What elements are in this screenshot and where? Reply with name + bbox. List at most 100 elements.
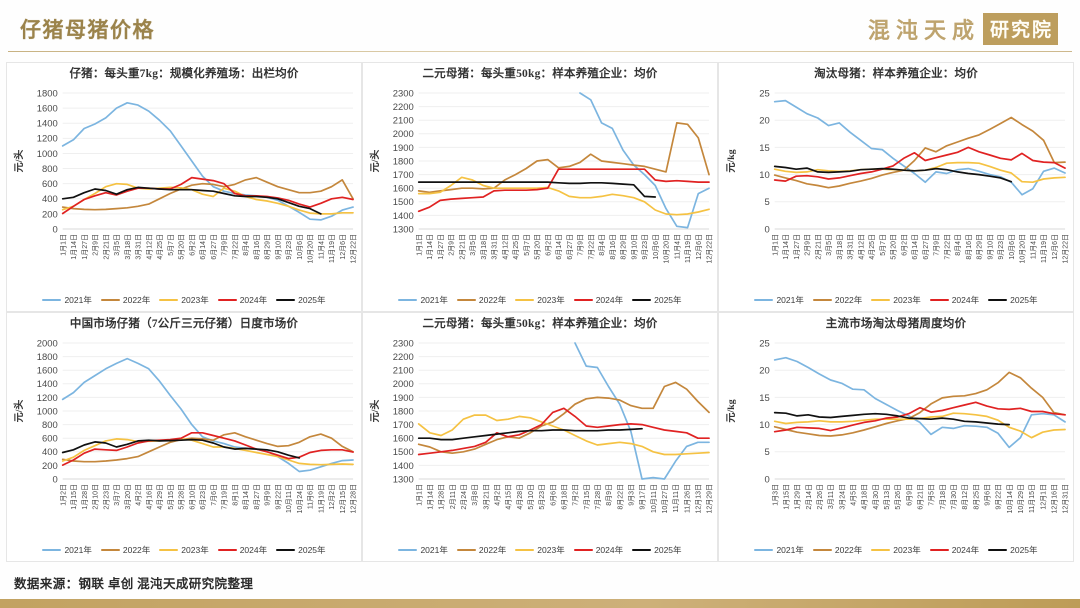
logo-char-1: 混 [867,18,892,43]
legend-item-2025年[interactable]: 2025年 [988,294,1038,306]
logo-char-4: 成 [951,18,976,43]
legend-item-2024年[interactable]: 2024年 [217,294,267,306]
y-tick-label: 400 [42,194,58,205]
x-tick-label: 3月5日 [113,234,121,256]
legend-label: 2025年 [654,295,682,305]
legend-item-2022年[interactable]: 2022年 [456,294,506,306]
y-tick-label: 1200 [37,134,58,145]
legend-item-2021年[interactable]: 2021年 [42,544,92,556]
legend-item-2023年[interactable]: 2023年 [871,544,921,556]
x-tick-label: 11月19日 [328,234,336,263]
plot-area-binary-sow-50kg-sample-avg: 1300 1400 1500 1600 1700 1800 1900 2000 2100 2200… [368,88,714,263]
legend-item-2024年[interactable]: 2024年 [929,294,979,306]
legend-item-2022年[interactable]: 2022年 [100,294,150,306]
y-tick-label: 20 [759,366,770,377]
x-tick-label: 9月23日 [285,234,293,260]
x-tick-label: 3月7日 [113,484,121,506]
y-tick-label: 1400 [393,211,414,222]
legend-label: 2021年 [420,295,448,305]
x-tick-label: 2月23日 [102,484,110,510]
series-line-2021年 [61,357,354,473]
legend-item-2024年[interactable]: 2024年 [573,294,623,306]
legend-item-2024年[interactable]: 2024年 [217,544,267,556]
x-tick-label: 7月5日 [928,484,936,506]
series-line-2021年 [773,356,1066,449]
y-tick-label: 5 [764,197,769,208]
legend-color-swatch [812,548,832,552]
x-tick-label: 12月6日 [695,234,703,260]
legend-label: 2021年 [776,295,804,305]
legend-item-2023年[interactable]: 2023年 [159,544,209,556]
x-tick-label: 12月2日 [328,484,336,510]
page-header: 仔猪母猪价格 混 沌 天 成 研究院 [0,0,1080,58]
legend-item-2023年[interactable]: 2023年 [515,294,565,306]
y-tick-label: 2200 [393,102,414,113]
legend-item-2025年[interactable]: 2025年 [276,294,326,306]
x-tick-label: 4月12日 [501,234,509,260]
legend-item-2022年[interactable]: 2022年 [812,544,862,556]
brand-logo: 混 沌 天 成 研究院 [868,13,1066,45]
legend-item-2021年[interactable]: 2021年 [754,294,804,306]
x-tick-label: 6月10日 [188,484,196,510]
y-tick-label: 1200 [37,393,58,404]
legend-item-2025年[interactable]: 2025年 [988,544,1038,556]
legend-color-swatch [100,298,120,302]
x-tick-label: 12月22日 [350,234,358,264]
legend-color-swatch [871,548,891,552]
chart-legend: 2021年 2022年 2023年 2024年 2025年 [365,542,715,558]
legend-color-swatch [217,298,237,302]
legend-item-2025年[interactable]: 2025年 [632,294,682,306]
legend-label: 2023年 [893,545,921,555]
x-tick-label: 4月2日 [135,484,143,506]
legend-item-2023年[interactable]: 2023年 [159,294,209,306]
y-tick-label: 1000 [37,149,58,160]
y-tick-label: 25 [759,338,770,349]
x-tick-label: 7月22日 [943,234,951,260]
y-tick-label: 15 [759,143,770,154]
series-line-2025年 [417,181,657,198]
y-tick-label: 5 [764,447,769,458]
x-tick-label: 1月27日 [437,234,445,260]
x-tick-label: 8月16日 [609,234,617,260]
x-tick-label: 6月14日 [555,234,563,260]
legend-item-2023年[interactable]: 2023年 [515,544,565,556]
plot-area-piglet-7kg-scale-farm: 0 200 400 600 800 1000 1200 1400 1600 1800 元/头 1月1日… [12,88,358,264]
legend-item-2023年[interactable]: 2023年 [871,294,921,306]
legend-color-swatch [398,298,418,302]
chart-panel-binary-sow-50kg-sample-avg-2: 二元母猪：每头重50kg：样本养殖企业：均价 1300 1400 1500 1600 17… [362,312,718,562]
x-tick-label: 1月1日 [415,234,423,256]
legend-item-2021年[interactable]: 2021年 [398,294,448,306]
y-tick-label: 1800 [393,156,414,167]
x-tick-label: 5月13日 [883,484,891,510]
legend-label: 2022年 [478,545,507,555]
legend-item-2022年[interactable]: 2022年 [812,294,862,306]
series-line-2022年 [61,176,354,211]
legend-item-2022年[interactable]: 2022年 [100,544,150,556]
header-divider [8,51,1072,52]
x-tick-label: 1月1日 [415,484,423,506]
x-tick-label: 10月6日 [1008,234,1016,260]
x-tick-label: 2月21日 [814,234,822,260]
legend-item-2024年[interactable]: 2024年 [929,544,979,556]
legend-item-2021年[interactable]: 2021年 [754,544,804,556]
x-tick-label: 2月21日 [102,234,110,260]
x-tick-label: 8月4日 [242,234,250,256]
legend-item-2025年[interactable]: 2025年 [276,544,326,556]
legend-item-2024年[interactable]: 2024年 [573,544,623,556]
y-tick-label: 1300 [393,224,414,235]
x-tick-label: 3月18日 [480,234,488,260]
legend-label: 2023年 [181,295,209,305]
legend-item-2025年[interactable]: 2025年 [632,544,682,556]
x-tick-label: 3月31日 [135,234,143,260]
x-tick-label: 2月24日 [460,484,468,510]
x-tick-label: 12月6日 [1051,234,1059,260]
x-tick-label: 1月15日 [70,484,78,510]
x-tick-label: 4月18日 [861,484,869,510]
plot-area-china-piglet-7kg-daily: 0 200 400 600 800 1000 1200 1400 1600 1800 2000 元/头… [12,338,358,513]
legend-item-2022年[interactable]: 2022年 [456,544,507,556]
legend-item-2021年[interactable]: 2021年 [42,294,92,306]
x-tick-label: 6月23日 [199,484,207,510]
legend-item-2021年[interactable]: 2021年 [398,544,448,556]
x-tick-label: 4月28日 [516,484,524,510]
